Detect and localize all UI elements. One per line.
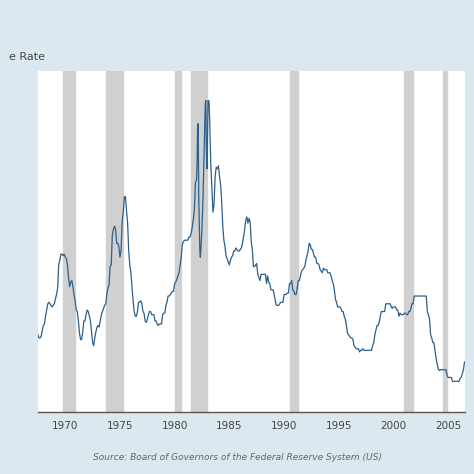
Bar	[290, 71, 298, 412]
Bar	[63, 71, 75, 412]
Text: Source: Board of Governors of the Federal Reserve System (US): Source: Board of Governors of the Federa…	[92, 453, 382, 462]
Bar	[191, 71, 207, 412]
Bar	[443, 71, 447, 412]
Bar	[174, 71, 181, 412]
Text: e Rate: e Rate	[9, 52, 46, 62]
Bar	[106, 71, 123, 412]
Bar	[404, 71, 413, 412]
